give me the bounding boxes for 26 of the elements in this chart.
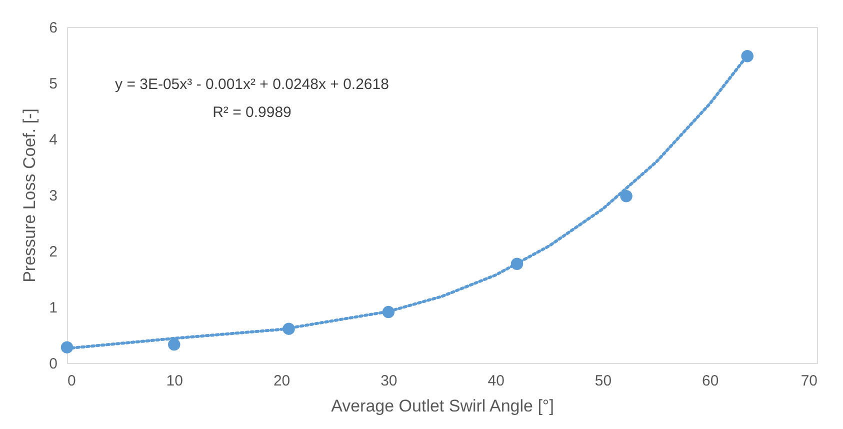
point bbox=[60, 341, 74, 354]
y-tick-label: 1 bbox=[49, 300, 58, 316]
x-tick-label: 10 bbox=[166, 372, 183, 390]
x-tick-label: 70 bbox=[800, 372, 818, 390]
y-axis-title: Pressure Loss Coef. [-] bbox=[20, 108, 40, 282]
x-tick-label: 40 bbox=[488, 372, 504, 390]
point bbox=[282, 322, 295, 335]
y-tick-label: 2 bbox=[49, 244, 58, 260]
point bbox=[168, 338, 180, 351]
x-tick-label: 20 bbox=[273, 372, 290, 390]
annotation: R² = 0.9989 bbox=[212, 104, 292, 121]
point bbox=[382, 306, 395, 318]
x-tick-label: 60 bbox=[702, 372, 719, 390]
y-tick-label: 3 bbox=[49, 188, 58, 204]
point bbox=[741, 50, 754, 62]
x-axis-title: Average Outlet Swirl Angle [°] bbox=[331, 396, 554, 416]
x-tick-label: 0 bbox=[68, 372, 76, 390]
point bbox=[620, 190, 632, 202]
x-tick-label: 30 bbox=[380, 372, 398, 390]
point bbox=[510, 258, 524, 270]
y-tick-label: 4 bbox=[49, 132, 58, 148]
y-tick-label: 0 bbox=[49, 356, 58, 372]
y-tick-label: 6 bbox=[49, 20, 58, 36]
x-tick-label: 50 bbox=[594, 372, 612, 390]
annotation: y = 3E-05x³ - 0.001x² + 0.0248x + 0.2618 bbox=[115, 76, 389, 93]
y-tick-label: 5 bbox=[49, 76, 58, 92]
